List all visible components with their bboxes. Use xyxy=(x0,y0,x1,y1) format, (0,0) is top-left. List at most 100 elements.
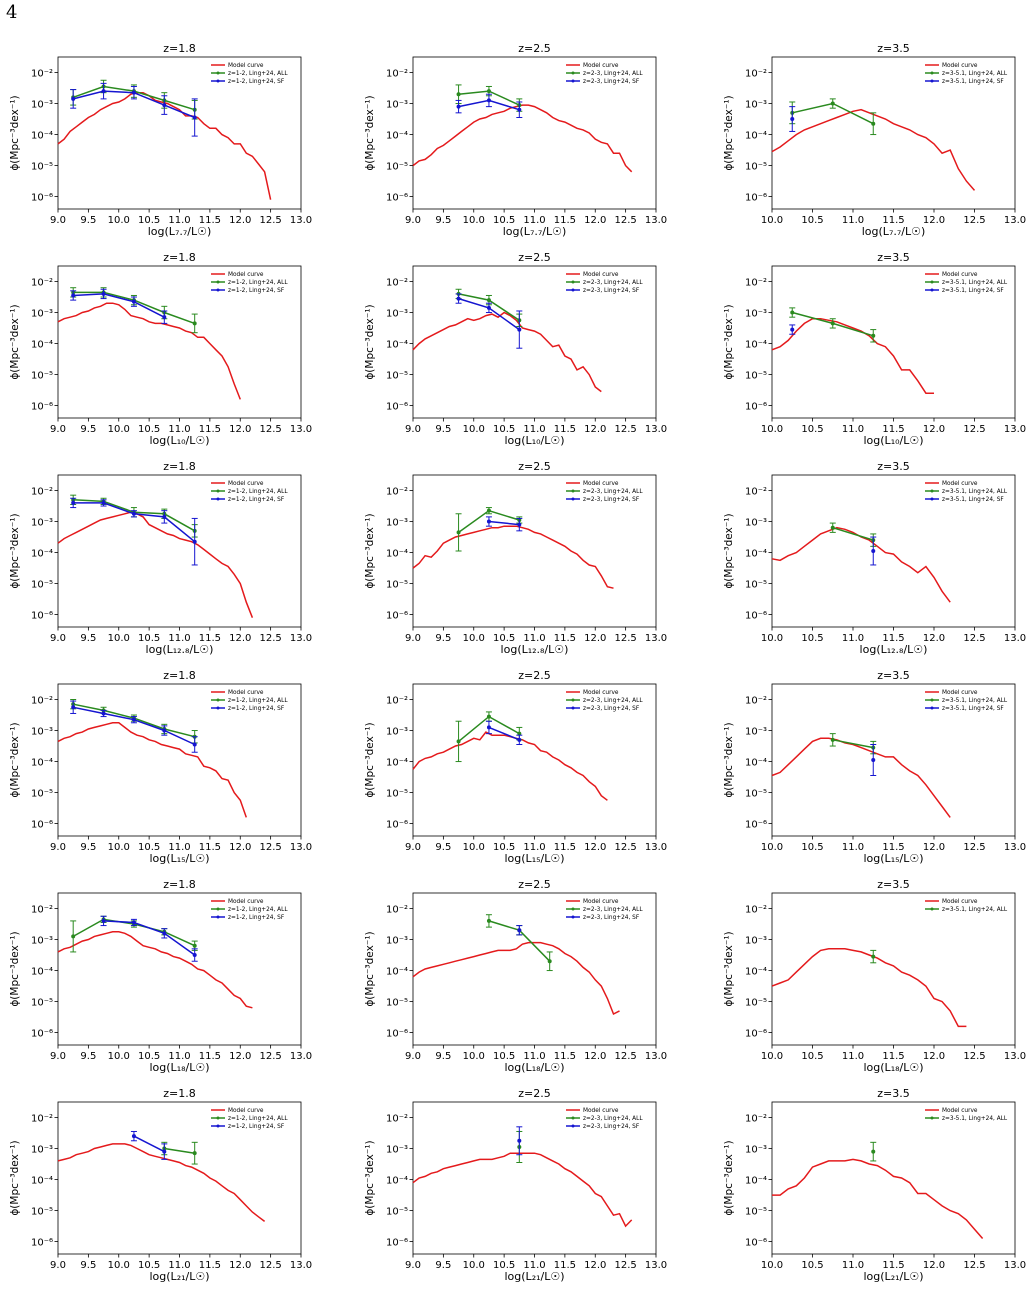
legend-label: Model curve xyxy=(583,63,619,69)
x-tick-label: 13.0 xyxy=(290,424,312,435)
series-line-sf xyxy=(488,520,520,526)
x-tick-label: 9.5 xyxy=(80,842,96,853)
series-line-sf xyxy=(488,726,520,741)
x-tick-label: 10.0 xyxy=(463,1260,485,1271)
series-line-all xyxy=(832,739,874,749)
legend-marker xyxy=(930,489,934,493)
y-tick-label: 10⁻² xyxy=(386,696,408,707)
chart-15: z=3.5 10.0 10.5 11.0 11.5 12.0 12.5 13.0 log(L₁₈… xyxy=(723,878,1026,1074)
x-tick-label: 13.0 xyxy=(645,633,667,644)
y-tick-label: 10⁻⁶ xyxy=(31,193,53,204)
x-tick-label: 11.5 xyxy=(882,424,904,435)
data-point-sf xyxy=(192,953,197,958)
data-point-sf xyxy=(162,728,167,733)
data-point-sf xyxy=(517,522,522,527)
series-line-sf xyxy=(73,293,165,318)
model-curve xyxy=(412,311,602,393)
data-point-sf xyxy=(871,758,876,762)
x-tick-label: 9.0 xyxy=(50,1051,66,1062)
y-tick-label: 10⁻² xyxy=(386,487,408,498)
y-tick-label: 10⁻⁵ xyxy=(745,789,767,800)
x-tick-label: 11.0 xyxy=(168,633,190,644)
x-axis-label: log(L₂₁/L☉) xyxy=(505,1270,565,1283)
x-tick-label: 9.5 xyxy=(435,633,451,644)
y-tick-label: 10⁻⁴ xyxy=(386,549,408,560)
data-point-sf xyxy=(131,511,136,516)
y-tick-label: 10⁻³ xyxy=(31,1145,53,1156)
legend-label: z=2-3, Ling+24, SF xyxy=(583,288,639,294)
legend-marker xyxy=(930,280,934,284)
y-tick-label: 10⁻⁶ xyxy=(31,820,53,831)
y-tick-label: 10⁻² xyxy=(745,905,767,916)
y-axis-label: ϕ(Mpc⁻³dex⁻¹) xyxy=(364,95,376,170)
x-tick-label: 12.5 xyxy=(963,1260,985,1271)
data-point-sf xyxy=(131,1134,136,1139)
legend-label: Model curve xyxy=(228,690,264,696)
x-tick-label: 9.0 xyxy=(50,1260,66,1271)
x-tick-label: 13.0 xyxy=(645,1051,667,1062)
data-point-all xyxy=(871,121,876,126)
legend-label: z=1-2, Ling+24, ALL xyxy=(228,1116,288,1122)
x-tick-label: 9.0 xyxy=(405,633,421,644)
chart-title: z=2.5 xyxy=(518,460,550,473)
data-point-sf xyxy=(101,918,106,923)
x-tick-label: 10.5 xyxy=(138,424,160,435)
x-tick-label: 11.0 xyxy=(842,633,864,644)
data-point-all xyxy=(830,321,835,326)
y-tick-label: 10⁻² xyxy=(31,1114,53,1125)
legend-label: z=1-2, Ling+24, SF xyxy=(228,915,284,921)
x-tick-label: 12.0 xyxy=(229,842,251,853)
series-line-sf xyxy=(133,1135,165,1153)
model-curve xyxy=(771,948,967,1028)
x-tick-label: 12.5 xyxy=(259,1260,281,1271)
y-tick-label: 10⁻³ xyxy=(31,309,53,320)
x-tick-label: 9.0 xyxy=(405,842,421,853)
x-tick-label: 10.5 xyxy=(138,633,160,644)
x-tick-label: 12.0 xyxy=(584,1051,606,1062)
legend-label: Model curve xyxy=(583,899,619,905)
x-tick-label: 11.5 xyxy=(554,424,576,435)
x-tick-label: 10.5 xyxy=(801,1260,823,1271)
chart-title: z=3.5 xyxy=(877,1087,909,1100)
y-tick-label: 10⁻³ xyxy=(386,518,408,529)
y-tick-label: 10⁻⁵ xyxy=(745,1207,767,1218)
y-tick-label: 10⁻⁶ xyxy=(745,611,767,622)
legend-label: z=2-3, Ling+24, SF xyxy=(583,1124,639,1130)
y-tick-label: 10⁻² xyxy=(745,69,767,80)
data-point-all xyxy=(456,739,461,744)
legend-marker xyxy=(216,71,220,75)
legend-label: z=3-5.1, Ling+24, ALL xyxy=(942,280,1008,286)
x-tick-label: 11.0 xyxy=(842,215,864,226)
x-tick-label: 11.0 xyxy=(523,842,545,853)
chart-2: z=2.5 9.0 9.5 10.0 10.5 11.0 11.5 12.0 12.5 13.0 l… xyxy=(364,42,667,238)
x-tick-label: 11.5 xyxy=(199,424,221,435)
x-tick-label: 10.5 xyxy=(493,842,515,853)
data-point-all xyxy=(71,934,76,939)
y-tick-label: 10⁻⁵ xyxy=(745,371,767,382)
x-axis-label: log(L₁₂.₈/L☉) xyxy=(501,643,569,656)
y-tick-label: 10⁻³ xyxy=(745,100,767,111)
legend-label: z=1-2, Ling+24, ALL xyxy=(228,907,288,913)
y-tick-label: 10⁻³ xyxy=(386,100,408,111)
x-tick-label: 12.0 xyxy=(923,633,945,644)
legend-marker xyxy=(930,497,934,501)
y-tick-label: 10⁻⁴ xyxy=(31,549,53,560)
x-tick-label: 11.5 xyxy=(554,215,576,226)
legend-label: z=2-3, Ling+24, SF xyxy=(583,79,639,85)
y-tick-label: 10⁻⁶ xyxy=(386,820,408,831)
y-tick-label: 10⁻⁴ xyxy=(745,131,767,142)
y-axis-label: ϕ(Mpc⁻³dex⁻¹) xyxy=(9,95,21,170)
legend-marker xyxy=(216,288,220,292)
legend-marker xyxy=(571,1124,575,1128)
x-tick-label: 9.5 xyxy=(80,1051,96,1062)
model-curve xyxy=(771,737,951,818)
plot-frame xyxy=(771,892,1016,1046)
legend-marker xyxy=(571,280,575,284)
chart-1: z=1.8 9.0 9.5 10.0 10.5 11.0 11.5 12.0 12.5 13.0 l… xyxy=(9,42,312,238)
y-tick-label: 10⁻⁴ xyxy=(31,967,53,978)
x-tick-label: 12.0 xyxy=(923,1051,945,1062)
y-tick-label: 10⁻⁶ xyxy=(745,402,767,413)
x-tick-label: 11.5 xyxy=(554,1260,576,1271)
y-tick-label: 10⁻⁵ xyxy=(745,162,767,173)
y-axis-label: ϕ(Mpc⁻³dex⁻¹) xyxy=(364,304,376,379)
